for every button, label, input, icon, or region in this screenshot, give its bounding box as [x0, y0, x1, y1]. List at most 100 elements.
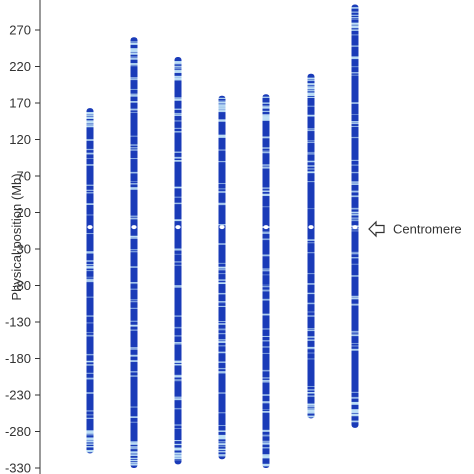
- marker-density-band: [174, 375, 182, 378]
- marker-density-band: [218, 119, 226, 122]
- marker-density-band: [130, 300, 138, 303]
- marker-density-band: [351, 14, 359, 16]
- centromere-marker: [175, 225, 181, 230]
- marker-density-band: [262, 434, 270, 437]
- centromere-marker: [352, 225, 358, 230]
- marker-density-band: [307, 311, 315, 313]
- marker-density-band: [351, 411, 359, 414]
- marker-density-band: [130, 359, 138, 362]
- marker-density-band: [262, 96, 270, 98]
- marker-density-band: [86, 158, 94, 160]
- marker-density-band: [174, 248, 182, 250]
- marker-density-band: [130, 149, 138, 151]
- marker-density-band: [86, 438, 94, 441]
- marker-density-band: [130, 181, 138, 182]
- marker-density-band: [218, 273, 226, 275]
- marker-density-band: [307, 105, 315, 107]
- marker-density-band: [218, 279, 226, 281]
- marker-density-band: [86, 122, 94, 124]
- marker-density-band: [130, 111, 138, 113]
- marker-density-band: [130, 63, 138, 65]
- marker-density-band: [218, 371, 226, 373]
- marker-density-band: [262, 137, 270, 139]
- marker-density-band: [262, 298, 270, 301]
- marker-density-band: [218, 110, 226, 113]
- marker-density-band: [174, 428, 182, 429]
- marker-density-band: [262, 346, 270, 348]
- marker-density-band: [130, 442, 138, 444]
- marker-density-band: [86, 332, 94, 334]
- marker-density-band: [130, 371, 138, 373]
- marker-density-band: [351, 211, 359, 213]
- marker-density-band: [218, 104, 226, 106]
- marker-density-band: [351, 25, 359, 27]
- marker-density-band: [174, 459, 182, 461]
- marker-density-band: [130, 416, 138, 418]
- marker-density-band: [130, 354, 138, 356]
- marker-density-band: [262, 268, 270, 270]
- marker-density-band: [262, 369, 270, 372]
- y-tick-label: -330: [5, 461, 31, 474]
- marker-density-band: [262, 289, 270, 292]
- marker-density-band: [262, 115, 270, 117]
- marker-density-band: [307, 409, 315, 411]
- marker-density-band: [174, 342, 182, 344]
- marker-density-band: [174, 249, 182, 251]
- marker-density-band: [218, 351, 226, 354]
- marker-density-band: [218, 368, 226, 370]
- marker-density-band: [262, 313, 270, 316]
- marker-density-band: [86, 139, 94, 141]
- marker-density-band: [262, 379, 270, 382]
- marker-density-band: [130, 187, 138, 190]
- marker-density-band: [307, 292, 315, 295]
- marker-density-band: [351, 136, 359, 139]
- chromosome-body: [307, 73, 315, 419]
- marker-density-band: [351, 207, 359, 210]
- marker-density-band: [86, 111, 94, 115]
- y-tick-label: 220: [9, 59, 31, 74]
- marker-density-band: [307, 329, 315, 332]
- marker-density-band: [351, 101, 359, 104]
- marker-density-band: [262, 102, 270, 104]
- marker-density-band: [307, 151, 315, 153]
- marker-density-band: [218, 136, 226, 138]
- marker-density-band: [351, 45, 359, 47]
- marker-density-band: [174, 449, 182, 451]
- marker-density-band: [218, 302, 226, 304]
- marker-density-band: [174, 186, 182, 189]
- marker-density-band: [86, 430, 94, 432]
- y-tick-label: 120: [9, 132, 31, 147]
- marker-density-band: [218, 203, 226, 206]
- marker-density-band: [218, 305, 226, 307]
- marker-density-band: [307, 96, 315, 98]
- marker-density-band: [130, 58, 138, 60]
- marker-density-band: [86, 431, 94, 434]
- marker-density-band: [86, 434, 94, 436]
- marker-density-band: [307, 346, 315, 349]
- marker-density-band: [351, 18, 359, 20]
- marker-density-band: [307, 395, 315, 397]
- marker-density-band: [351, 330, 359, 333]
- marker-density-band: [307, 348, 315, 350]
- marker-density-band: [130, 325, 138, 327]
- marker-density-band: [86, 443, 94, 445]
- centromere-arrow-icon: [368, 220, 385, 238]
- marker-density-band: [174, 361, 182, 364]
- marker-density-band: [218, 107, 226, 110]
- marker-density-band: [174, 407, 182, 410]
- marker-density-band: [218, 243, 226, 245]
- marker-density-band: [307, 242, 315, 244]
- marker-density-band: [307, 87, 315, 90]
- marker-density-band: [262, 410, 270, 413]
- marker-density-band: [174, 219, 182, 222]
- marker-density-band: [218, 341, 226, 343]
- marker-density-band: [307, 336, 315, 339]
- marker-density-band: [86, 410, 94, 412]
- marker-density-band: [174, 380, 182, 382]
- marker-density-band: [351, 252, 359, 255]
- marker-density-band: [262, 274, 270, 276]
- marker-density-band: [86, 189, 94, 191]
- marker-density-band: [307, 92, 315, 95]
- marker-density-band: [307, 165, 315, 167]
